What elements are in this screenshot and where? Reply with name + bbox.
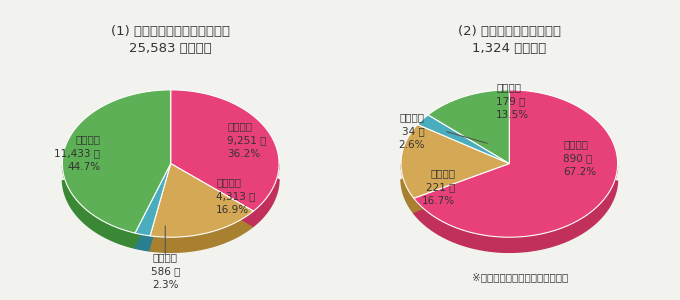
Polygon shape — [63, 90, 171, 233]
Polygon shape — [413, 90, 617, 237]
Polygon shape — [150, 164, 254, 252]
Text: 共同住宅
4,313 件
16.9%: 共同住宅 4,313 件 16.9% — [216, 177, 256, 215]
Text: 1,324 人の内訳: 1,324 人の内訳 — [472, 42, 547, 55]
Polygon shape — [418, 115, 509, 164]
Text: 一般住宅
9,251 件
36.2%: 一般住宅 9,251 件 36.2% — [227, 121, 267, 159]
Text: 併用住宅
34 人
2.6%: 併用住宅 34 人 2.6% — [398, 112, 425, 150]
Text: 一般住宅
890 人
67.2%: 一般住宅 890 人 67.2% — [564, 139, 596, 177]
Text: 共同住宅
221 人
16.7%: 共同住宅 221 人 16.7% — [422, 168, 455, 206]
Polygon shape — [63, 164, 171, 248]
Polygon shape — [171, 90, 279, 211]
Polygon shape — [135, 164, 171, 251]
Text: (2) 建物火災の用途別死者: (2) 建物火災の用途別死者 — [458, 25, 561, 38]
Polygon shape — [413, 164, 617, 252]
Polygon shape — [135, 164, 171, 236]
Polygon shape — [150, 164, 254, 237]
Polygon shape — [401, 124, 509, 198]
Polygon shape — [401, 164, 509, 213]
Text: 併用住宅
586 件
2.3%: 併用住宅 586 件 2.3% — [150, 252, 180, 290]
Text: 住宅以外
11,433 件
44.7%: 住宅以外 11,433 件 44.7% — [54, 134, 100, 172]
Polygon shape — [171, 164, 279, 226]
Polygon shape — [428, 90, 509, 164]
Text: (1) 建物火災の用途別出火件数: (1) 建物火災の用途別出火件数 — [112, 25, 231, 38]
Text: ※死者の発生した建物用途による: ※死者の発生した建物用途による — [472, 272, 568, 282]
Text: 住宅以外
179 人
13.5%: 住宅以外 179 人 13.5% — [496, 82, 530, 120]
Text: 25,583 件の内訳: 25,583 件の内訳 — [129, 42, 212, 55]
